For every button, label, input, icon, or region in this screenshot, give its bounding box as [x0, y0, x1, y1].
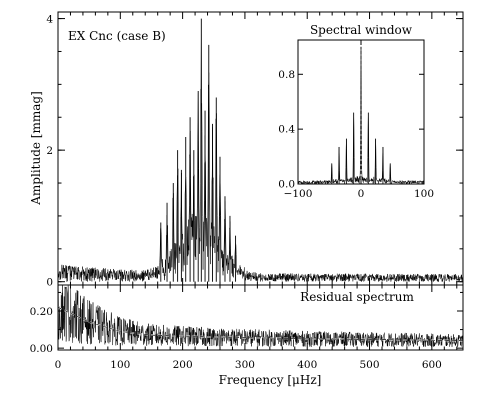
spectral-window-inset: 0.0 0.4 0.8 −100 0 100 Spectral window — [278, 23, 434, 200]
inset-title: Spectral window — [310, 23, 413, 37]
main-plot-title: EX Cnc (case B) — [68, 29, 166, 43]
residual-line — [58, 284, 464, 348]
inset-x-tick-label: −100 — [284, 188, 313, 200]
y-tick-label: 2 — [46, 145, 53, 157]
residual-ticks: 0.00 0.20 — [30, 285, 463, 355]
y-tick-label: 4 — [46, 14, 53, 26]
spectrum-line — [57, 34, 464, 283]
inset-x-tick-label: 100 — [414, 188, 434, 200]
x-tick-label: 600 — [422, 359, 442, 371]
x-tick-label: 0 — [55, 359, 62, 371]
residual-y-tick-label: 0.00 — [30, 343, 53, 355]
inset-x-tick-label: 0 — [358, 188, 365, 200]
main-panel: 0 2 4 EX Cnc (case B) Amplitude [mmag] — [29, 11, 464, 289]
residual-y-tick-label: 0.20 — [30, 306, 53, 318]
x-tick-label: 300 — [235, 359, 255, 371]
x-axis-tick-labels: 0 100 200 300 400 500 600 — [55, 359, 442, 371]
x-tick-label: 500 — [360, 359, 380, 371]
residual-panel: 0.00 0.20 Residual spectrum — [30, 284, 464, 355]
residual-spectrum-curve — [57, 284, 464, 348]
x-tick-label: 200 — [173, 359, 193, 371]
spectral-window-curve — [297, 46, 425, 185]
residual-title: Residual spectrum — [300, 290, 414, 304]
residual-plot-frame — [57, 284, 464, 351]
main-ticks: 0 2 4 — [46, 12, 463, 289]
inset-y-tick-label: 0.8 — [278, 69, 295, 81]
x-tick-label: 100 — [110, 359, 130, 371]
y-axis-label: Amplitude [mmag] — [29, 91, 43, 206]
inset-ticks: 0.0 0.4 0.8 −100 0 100 — [278, 40, 434, 200]
inset-y-tick-label: 0.4 — [278, 124, 295, 136]
amplitude-spectrum — [57, 18, 464, 283]
noise-envelope — [57, 306, 464, 342]
x-axis-label: Frequency [μHz] — [219, 373, 322, 387]
inset-y-tick-label: 0.0 — [278, 179, 295, 191]
x-tick-label: 400 — [297, 359, 317, 371]
y-tick-label: 0 — [46, 277, 53, 289]
